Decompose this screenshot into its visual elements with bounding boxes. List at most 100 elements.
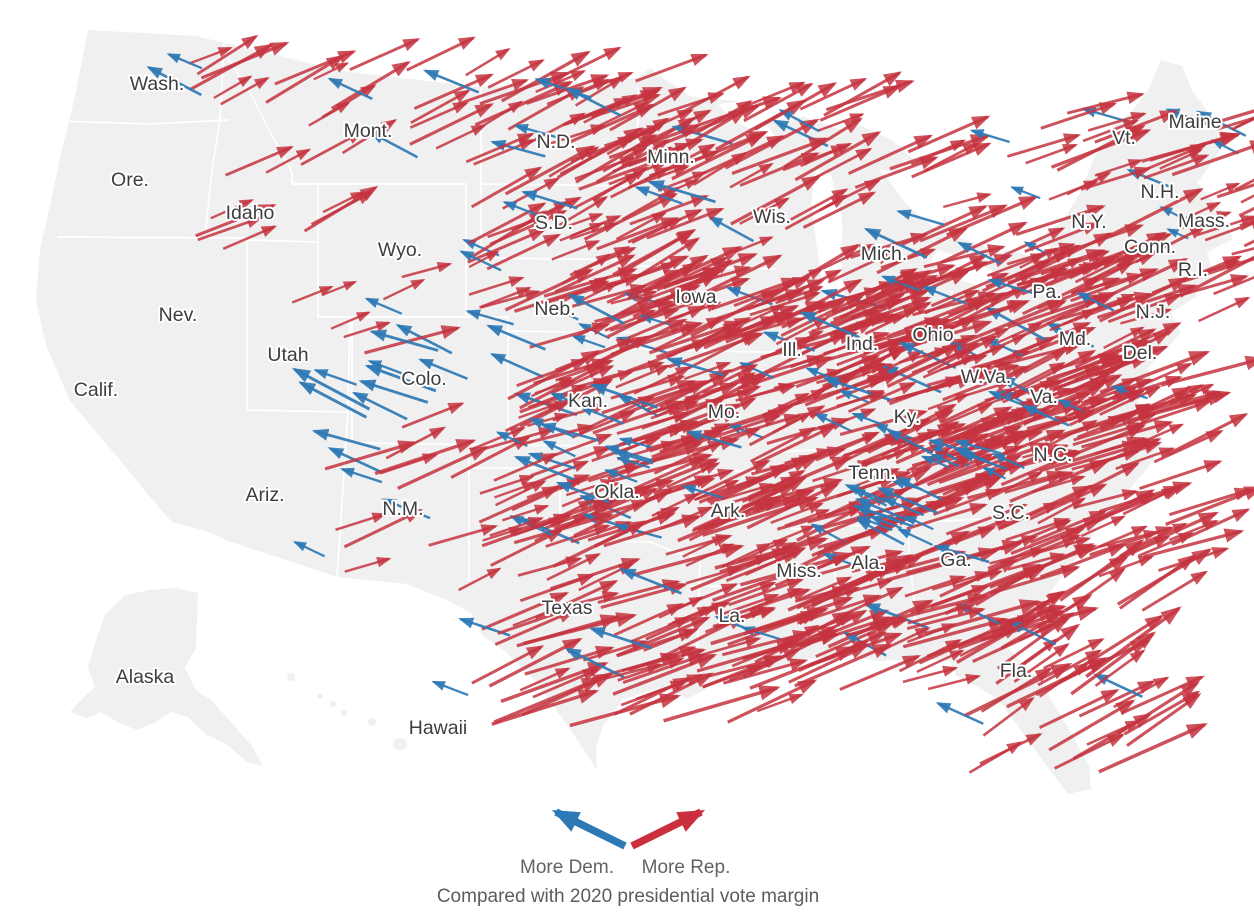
shift-arrow-rep (1085, 257, 1136, 284)
shift-arrow-rep (606, 290, 700, 339)
shift-arrow-dem (991, 452, 1025, 470)
shift-arrow-rep (1108, 392, 1198, 421)
shift-arrow-rep (746, 483, 840, 530)
shift-arrow-rep (478, 485, 561, 524)
shift-arrow-dem (613, 450, 654, 465)
shift-arrow-rep (220, 76, 270, 106)
shift-arrow-rep (906, 502, 988, 531)
shift-arrow-rep (574, 156, 637, 181)
shift-arrow-rep (1032, 475, 1086, 494)
shift-arrow-rep (622, 647, 707, 672)
shift-arrow-rep (450, 435, 532, 479)
shift-arrow-rep (629, 194, 710, 226)
shift-arrow-rep (547, 124, 607, 146)
state-label-sd: S.D. (535, 212, 573, 234)
shift-arrow-rep (619, 320, 704, 346)
shift-arrow-rep (869, 444, 925, 463)
shift-arrow-rep (807, 506, 865, 524)
shift-arrow-dem (681, 484, 724, 499)
shift-arrow-dem (368, 131, 419, 159)
shift-arrow-rep (622, 653, 707, 685)
shift-arrow-dem (364, 364, 437, 393)
shift-arrow-rep (504, 399, 572, 433)
shift-arrow-rep (857, 272, 920, 306)
shift-arrow-rep (1111, 375, 1183, 401)
shift-arrow-dem (418, 358, 468, 380)
shift-arrow-rep (1004, 470, 1075, 494)
shift-arrow-rep (1120, 675, 1205, 715)
shift-arrow-rep (703, 135, 786, 175)
shift-arrow-rep (615, 211, 668, 241)
shift-arrow-dem (987, 390, 1025, 407)
shift-arrow-rep (839, 654, 922, 691)
shift-arrow-rep (867, 409, 955, 454)
shift-arrow-rep (1217, 109, 1254, 124)
shift-arrow-rep (1135, 225, 1208, 264)
shift-arrow-rep (1006, 657, 1110, 709)
shift-arrow-rep (967, 470, 1067, 500)
shift-arrow-rep (468, 276, 525, 296)
shift-arrow-dem (364, 297, 403, 315)
shift-arrow-rep (559, 134, 636, 176)
shift-arrow-dem (933, 544, 990, 564)
shift-arrow-rep (497, 604, 581, 635)
shift-arrow-rep (1238, 206, 1254, 217)
shift-arrow-rep (1067, 347, 1158, 396)
shift-arrow-rep (750, 426, 817, 463)
shift-arrow-rep (516, 358, 589, 387)
shift-arrow-dem (528, 417, 576, 439)
shift-arrow-rep (788, 644, 869, 684)
shift-arrow-rep (435, 124, 487, 150)
shift-arrow-rep (1084, 525, 1149, 554)
shift-arrow-rep (735, 383, 797, 402)
shift-arrow-dem (546, 304, 579, 321)
shift-arrow-rep (770, 624, 820, 652)
shift-arrow-rep (629, 672, 714, 716)
shift-arrow-rep (691, 511, 738, 533)
shift-arrow-rep (836, 391, 887, 408)
shift-arrow-rep (606, 269, 682, 304)
shift-arrow-rep (967, 299, 1068, 342)
shift-arrow-dem (513, 455, 577, 482)
shift-arrow-dem (292, 541, 326, 558)
shift-arrow-dem (969, 129, 1010, 144)
shift-arrow-rep (876, 226, 969, 275)
shift-arrow-dem (1196, 110, 1247, 137)
shift-arrow-rep (265, 54, 346, 104)
shift-arrow-rep (1057, 416, 1126, 440)
shift-arrow-rep (995, 342, 1083, 368)
shift-arrow-rep (854, 156, 939, 189)
shift-arrow-rep (222, 225, 278, 250)
shift-arrow-rep (1056, 124, 1146, 172)
shift-arrow-rep (321, 84, 377, 119)
shift-arrow-rep (756, 693, 804, 713)
shift-arrow-dem (555, 481, 610, 504)
shift-arrow-rep (470, 166, 543, 209)
state-label-utah: Utah (267, 344, 308, 366)
shift-arrow-rep (916, 525, 997, 559)
state-label-maine: Maine (1168, 111, 1221, 133)
shift-arrow-rep (552, 520, 648, 568)
shift-arrow-rep (548, 146, 600, 178)
shift-arrow-rep (939, 559, 1019, 598)
shift-arrow-rep (775, 285, 824, 305)
shift-arrow-rep (601, 379, 697, 415)
shift-arrow-rep (1071, 272, 1145, 295)
shift-arrow-rep (888, 376, 964, 406)
shift-arrow-rep (916, 649, 965, 674)
shift-arrow-rep (1010, 517, 1104, 556)
shift-arrow-rep (625, 339, 711, 374)
shift-arrow-rep (613, 603, 685, 637)
state-label-alaska: Alaska (116, 666, 175, 688)
shift-arrow-rep (945, 503, 1029, 536)
shift-arrow-dem (431, 680, 469, 697)
shift-arrow-rep (660, 506, 714, 530)
shift-arrow-rep (645, 601, 731, 641)
shift-arrow-rep (1094, 492, 1157, 524)
shift-arrow-rep (728, 648, 802, 683)
shift-arrow-rep (701, 655, 784, 689)
shift-arrow-dem (1075, 291, 1115, 312)
shift-arrow-rep (519, 573, 596, 603)
shift-arrow-rep (918, 618, 1020, 665)
